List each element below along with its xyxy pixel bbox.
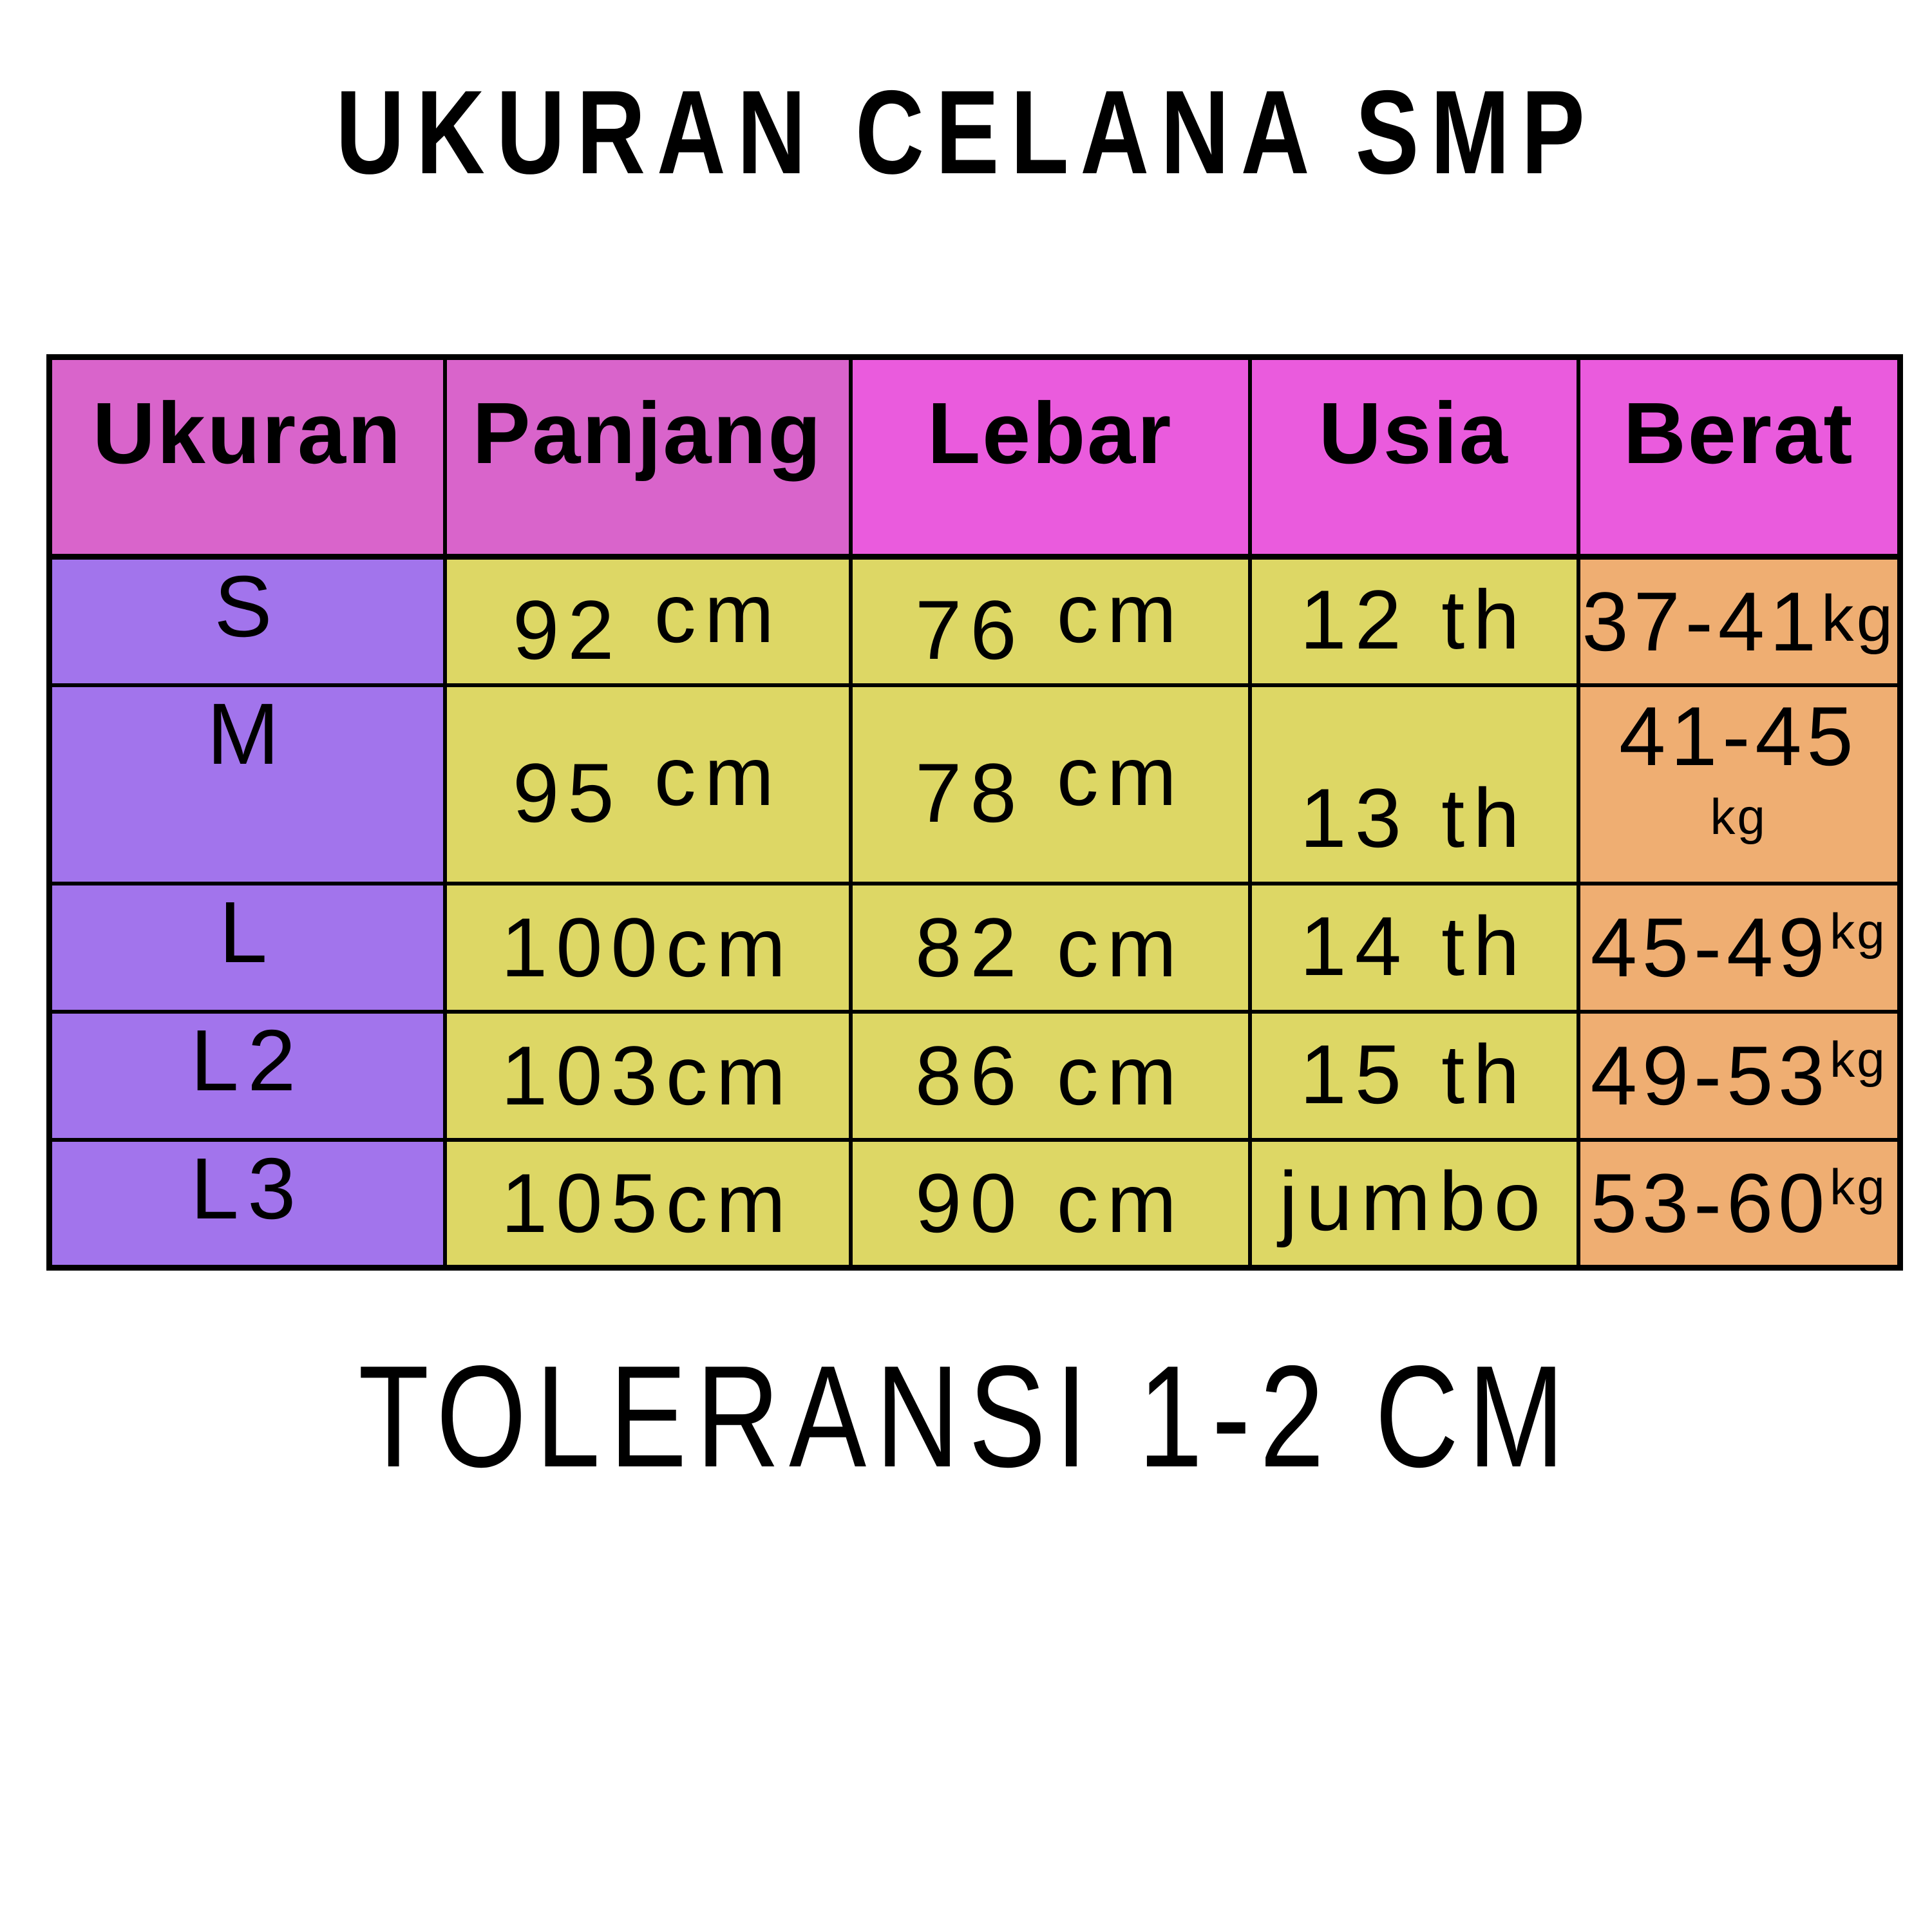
lebar-value: 90 <box>914 1156 1057 1251</box>
lebar-cell: 76 cm <box>848 554 1252 687</box>
tolerance-note: TOLERANSI 1-2 CM <box>358 1335 1574 1497</box>
lebar-cell: 86 cm <box>848 1009 1252 1142</box>
cm-unit-label: cm <box>1056 1156 1185 1251</box>
lebar-cell: 90 cm <box>848 1137 1252 1270</box>
size-cell: L <box>47 881 447 1014</box>
table-row-l3: L3 105cm 90 cm jumbo 53-60kg <box>47 1137 1902 1270</box>
cm-unit-label: cm <box>1056 728 1185 823</box>
panjang-value: 105 <box>500 1156 666 1251</box>
cm-unit-label: cm <box>665 1156 795 1251</box>
kg-unit-label: kg <box>1830 1159 1887 1216</box>
panjang-value: 100 <box>500 900 666 994</box>
kg-unit-label: kg <box>1821 582 1896 655</box>
berat-value: 49-53 <box>1590 1028 1830 1122</box>
panjang-cell: 92 cm <box>442 554 853 687</box>
usia-cell: jumbo <box>1247 1137 1580 1270</box>
cm-unit-label: cm <box>1056 900 1185 994</box>
berat-cell: 41-45 kg <box>1576 683 1902 886</box>
usia-cell: 13 th <box>1247 683 1580 886</box>
berat-value: 53-60 <box>1590 1156 1830 1251</box>
cm-unit-label: cm <box>1056 565 1185 660</box>
cm-unit-label: cm <box>665 1028 795 1122</box>
lebar-value: 82 <box>914 900 1057 994</box>
cm-unit-label: cm <box>654 565 782 660</box>
table-row-l2: L2 103cm 86 cm 15 th 49-53kg <box>47 1009 1902 1142</box>
size-cell: L3 <box>47 1137 447 1270</box>
header-cell-ukuran: Ukuran <box>47 355 447 560</box>
berat-cell: 53-60kg <box>1576 1137 1902 1270</box>
panjang-cell: 95 cm <box>442 683 853 886</box>
usia-cell: 12 th <box>1247 554 1580 687</box>
size-table: Ukuran Panjang Lebar Usia Berat S 92 cm … <box>46 354 1903 1271</box>
panjang-cell: 103cm <box>442 1009 853 1142</box>
lebar-cell: 82 cm <box>848 881 1252 1014</box>
table-row-s: S 92 cm 76 cm 12 th 37-41kg <box>47 554 1902 687</box>
lebar-value: 86 <box>914 1028 1057 1122</box>
panjang-value: 95 <box>512 745 654 840</box>
size-chart: Ukuran Panjang Lebar Usia Berat S 92 cm … <box>46 354 1903 1271</box>
usia-cell: 15 th <box>1247 1009 1580 1142</box>
header-row: Ukuran Panjang Lebar Usia Berat <box>47 355 1902 560</box>
cm-unit-label: cm <box>665 900 795 994</box>
table-row-m: M 95 cm 78 cm 13 th 41-45 kg <box>47 683 1902 886</box>
berat-value: 37-41 <box>1582 574 1821 668</box>
header-cell-lebar: Lebar <box>848 355 1252 560</box>
size-cell: S <box>47 554 447 687</box>
lebar-value: 76 <box>914 582 1057 677</box>
page-title: UKURAN CELANA SMP <box>336 66 1596 199</box>
header-cell-panjang: Panjang <box>442 355 853 560</box>
berat-value: 45-49 <box>1590 900 1830 994</box>
kg-unit-label: kg <box>1710 788 1768 845</box>
berat-cell: 45-49kg <box>1576 881 1902 1014</box>
usia-cell: 14 th <box>1247 881 1580 1014</box>
cm-unit-label: cm <box>654 728 782 823</box>
panjang-value: 92 <box>512 582 654 677</box>
header-cell-berat: Berat <box>1576 355 1902 560</box>
panjang-value: 103 <box>500 1028 666 1122</box>
lebar-cell: 78 cm <box>848 683 1252 886</box>
kg-unit-label: kg <box>1830 1031 1887 1088</box>
berat-cell: 49-53kg <box>1576 1009 1902 1142</box>
kg-unit-label: kg <box>1830 903 1887 960</box>
berat-value: 41-45 <box>1619 688 1859 783</box>
panjang-cell: 100cm <box>442 881 853 1014</box>
header-cell-usia: Usia <box>1247 355 1580 560</box>
size-cell: L2 <box>47 1009 447 1142</box>
lebar-value: 78 <box>914 745 1057 840</box>
panjang-cell: 105cm <box>442 1137 853 1270</box>
berat-cell: 37-41kg <box>1576 554 1902 687</box>
cm-unit-label: cm <box>1056 1028 1185 1122</box>
table-row-l: L 100cm 82 cm 14 th 45-49kg <box>47 881 1902 1014</box>
size-cell: M <box>47 683 447 886</box>
